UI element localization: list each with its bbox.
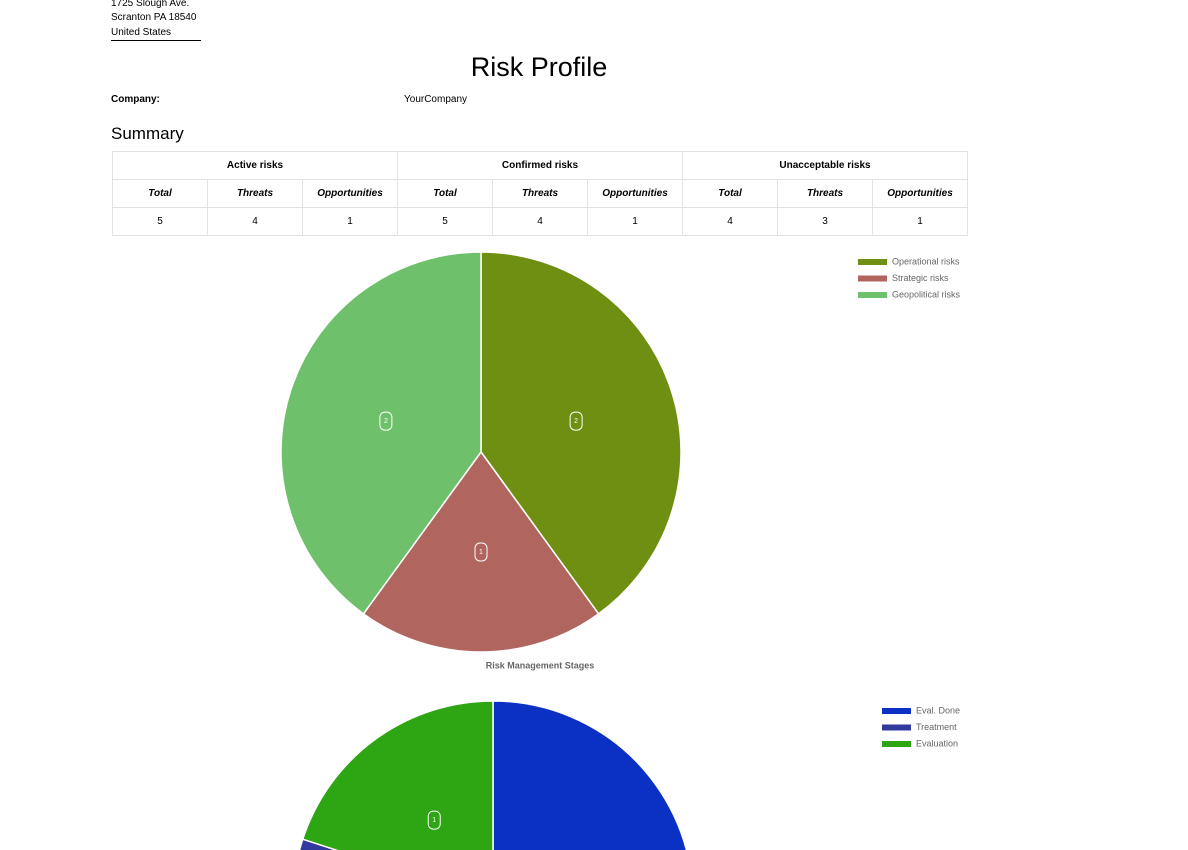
address-line: Scranton PA 18540 bbox=[111, 12, 197, 23]
summary-table: Active risks Confirmed risks Unacceptable … bbox=[112, 151, 968, 236]
table-cell: 4 bbox=[207, 207, 303, 236]
pie-slice bbox=[480, 251, 682, 615]
table-row: Total Threats Opportunities Total Threats Opp… bbox=[112, 179, 968, 208]
label-badge bbox=[569, 411, 583, 431]
company-value: YourCompany bbox=[404, 94, 468, 105]
table-cell: 3 bbox=[777, 207, 873, 236]
address-line: United States bbox=[111, 25, 201, 41]
pie-slice bbox=[301, 700, 494, 850]
legend-swatch bbox=[882, 724, 911, 731]
column-header: Total bbox=[397, 179, 493, 208]
group-header: Active risks bbox=[112, 151, 398, 180]
legend-label: Evaluation bbox=[916, 738, 958, 748]
column-header: Opportunities bbox=[872, 179, 968, 208]
column-header: Threats bbox=[492, 179, 588, 208]
label-badge bbox=[474, 542, 488, 562]
value-label: 2 bbox=[574, 418, 578, 425]
legend-swatch bbox=[858, 275, 887, 282]
address-line: 1725 Slough Ave. bbox=[111, 0, 190, 9]
company-label: Company: bbox=[111, 94, 160, 105]
table-cell: 4 bbox=[682, 207, 778, 236]
legend-label: Geopolitical risks bbox=[892, 289, 961, 299]
group-header: Confirmed risks bbox=[397, 151, 683, 180]
pie-slice bbox=[492, 700, 688, 850]
label-badge bbox=[427, 810, 441, 830]
page-title: Risk Profile bbox=[470, 52, 608, 82]
legend-swatch bbox=[882, 708, 911, 714]
group-header: Unacceptable risks bbox=[682, 151, 968, 180]
chart-title: Risk Management Stages bbox=[486, 660, 595, 670]
legend-label: Treatment bbox=[916, 722, 957, 732]
label-badge bbox=[379, 411, 393, 431]
legend-label: Operational risks bbox=[892, 256, 960, 266]
table-cell: 4 bbox=[492, 207, 588, 236]
table-cell: 1 bbox=[587, 207, 683, 236]
table-cell: 5 bbox=[397, 207, 493, 236]
legend-label: Strategic risks bbox=[892, 273, 949, 283]
table-cell: 1 bbox=[872, 207, 968, 236]
table-row: Active risks Confirmed risks Unacceptable … bbox=[112, 151, 968, 180]
section-title: Summary bbox=[111, 124, 184, 143]
legend-swatch bbox=[858, 292, 887, 298]
value-label: 2 bbox=[384, 418, 388, 425]
legend-swatch bbox=[858, 259, 887, 265]
pie-slice bbox=[280, 251, 482, 615]
table-cell: 5 bbox=[112, 207, 208, 236]
value-label: 1 bbox=[432, 817, 436, 824]
column-header: Threats bbox=[777, 179, 873, 208]
legend-swatch bbox=[882, 741, 911, 747]
value-label: 1 bbox=[479, 549, 483, 556]
legend-label: Eval. Done bbox=[916, 705, 960, 715]
